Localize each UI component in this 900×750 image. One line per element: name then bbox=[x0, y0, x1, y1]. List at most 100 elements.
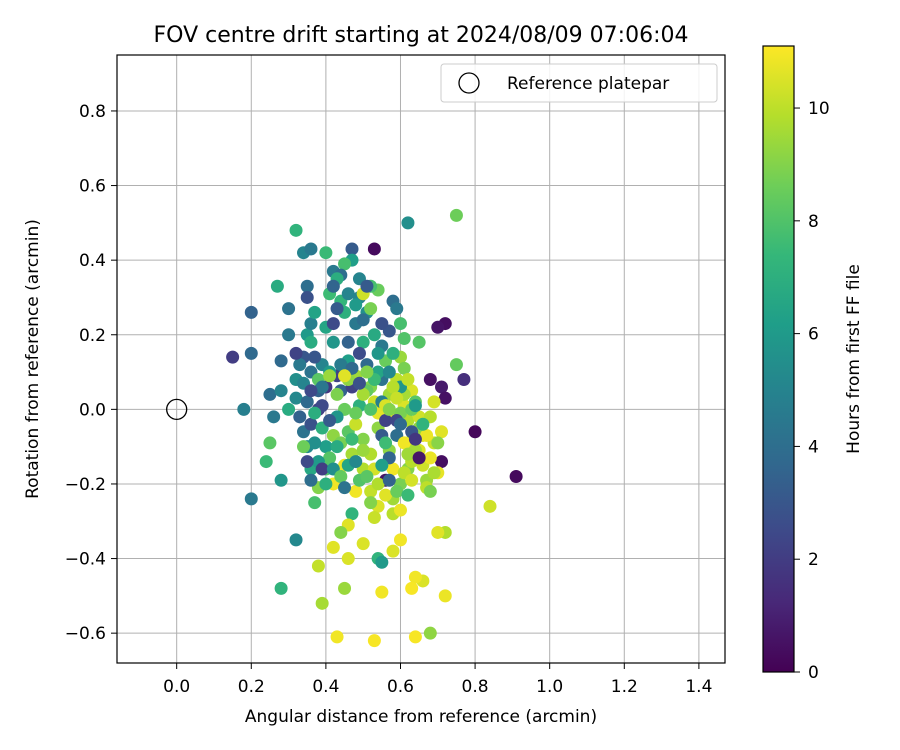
data-point bbox=[393, 417, 407, 431]
data-point bbox=[427, 395, 441, 409]
data-point bbox=[408, 570, 422, 584]
data-point bbox=[338, 369, 352, 383]
x-axis-label: Angular distance from reference (arcmin) bbox=[245, 707, 597, 727]
data-point bbox=[319, 246, 333, 260]
data-point bbox=[297, 440, 311, 454]
y-tick-label: 0.0 bbox=[79, 400, 106, 420]
data-point bbox=[401, 373, 415, 387]
data-point bbox=[364, 496, 378, 510]
data-point bbox=[431, 320, 445, 334]
data-point bbox=[356, 443, 370, 457]
data-point bbox=[405, 581, 419, 595]
data-point bbox=[341, 287, 355, 301]
data-point bbox=[438, 391, 452, 405]
data-point bbox=[356, 537, 370, 551]
data-point bbox=[244, 305, 258, 319]
data-point bbox=[509, 469, 523, 483]
data-point bbox=[326, 335, 340, 349]
data-point bbox=[371, 346, 385, 360]
data-point bbox=[263, 387, 277, 401]
data-point bbox=[382, 473, 396, 487]
data-point bbox=[393, 317, 407, 331]
data-point bbox=[367, 634, 381, 648]
data-point bbox=[375, 555, 389, 569]
data-point bbox=[274, 473, 288, 487]
data-point bbox=[375, 317, 389, 331]
data-point bbox=[289, 391, 303, 405]
data-point bbox=[390, 391, 404, 405]
data-point bbox=[423, 484, 437, 498]
x-axis-ticks: 0.0 0.2 0.4 0.6 0.8 1.0 1.2 1.4 bbox=[163, 663, 712, 697]
data-point bbox=[282, 328, 296, 342]
axes bbox=[116, 54, 726, 664]
data-point bbox=[326, 317, 340, 331]
data-point bbox=[449, 358, 463, 372]
data-point bbox=[300, 279, 314, 293]
data-point bbox=[401, 447, 415, 461]
data-point bbox=[259, 455, 273, 469]
data-point bbox=[427, 466, 441, 480]
data-point bbox=[330, 302, 344, 316]
data-point bbox=[408, 399, 422, 413]
x-tick-label: 1.2 bbox=[611, 677, 638, 697]
data-point bbox=[315, 596, 329, 610]
colorbar-tick-label: 4 bbox=[808, 437, 819, 457]
x-tick-label: 0.2 bbox=[238, 677, 265, 697]
data-point bbox=[352, 376, 366, 390]
data-point bbox=[364, 302, 378, 316]
colorbar-gradient bbox=[762, 45, 795, 673]
y-tick-label: 0.8 bbox=[79, 102, 106, 122]
data-point bbox=[341, 552, 355, 566]
data-point bbox=[423, 373, 437, 387]
data-point bbox=[308, 305, 322, 319]
data-point bbox=[349, 484, 363, 498]
data-point bbox=[397, 436, 411, 450]
data-point bbox=[323, 369, 337, 383]
data-point bbox=[326, 279, 340, 293]
data-point bbox=[304, 473, 318, 487]
data-point bbox=[397, 331, 411, 345]
data-point bbox=[349, 406, 363, 420]
data-point bbox=[379, 414, 393, 428]
data-point bbox=[349, 417, 363, 431]
data-point bbox=[308, 436, 322, 450]
data-point bbox=[244, 492, 258, 506]
data-point bbox=[364, 402, 378, 416]
data-point bbox=[304, 335, 318, 349]
y-axis-ticks: −0.6 −0.4 −0.2 0.0 0.2 0.4 0.6 0.8 bbox=[65, 102, 117, 644]
data-point bbox=[330, 630, 344, 644]
data-point bbox=[338, 257, 352, 271]
data-point bbox=[330, 440, 344, 454]
colorbar-tick-label: 8 bbox=[808, 212, 819, 232]
data-point bbox=[300, 395, 314, 409]
data-point bbox=[390, 302, 404, 316]
data-point bbox=[360, 365, 374, 379]
y-axis-label: Rotation from reference (arcmin) bbox=[23, 219, 43, 499]
x-tick-label: 0.6 bbox=[387, 677, 414, 697]
data-point bbox=[300, 290, 314, 304]
data-point bbox=[244, 346, 258, 360]
data-point bbox=[349, 455, 363, 469]
reference-marker-icon bbox=[458, 72, 480, 94]
data-point bbox=[423, 451, 437, 465]
data-point bbox=[338, 481, 352, 495]
colorbar-ticks: 0 2 4 6 8 10 bbox=[794, 99, 830, 683]
data-point bbox=[270, 279, 284, 293]
data-point bbox=[393, 503, 407, 517]
data-point bbox=[311, 559, 325, 573]
x-tick-label: 1.0 bbox=[536, 677, 563, 697]
y-tick-label: 0.6 bbox=[79, 177, 106, 197]
y-tick-label: −0.4 bbox=[65, 550, 106, 570]
colorbar-label: Hours from first FF file bbox=[844, 264, 864, 454]
data-point bbox=[356, 432, 370, 446]
y-tick-label: −0.6 bbox=[65, 624, 106, 644]
data-point bbox=[386, 462, 400, 476]
data-point bbox=[408, 432, 422, 446]
data-point bbox=[304, 242, 318, 256]
data-point bbox=[360, 279, 374, 293]
data-point bbox=[379, 488, 393, 502]
data-point bbox=[382, 402, 396, 416]
y-tick-label: 0.2 bbox=[79, 326, 106, 346]
data-point bbox=[483, 499, 497, 513]
data-point bbox=[435, 380, 449, 394]
